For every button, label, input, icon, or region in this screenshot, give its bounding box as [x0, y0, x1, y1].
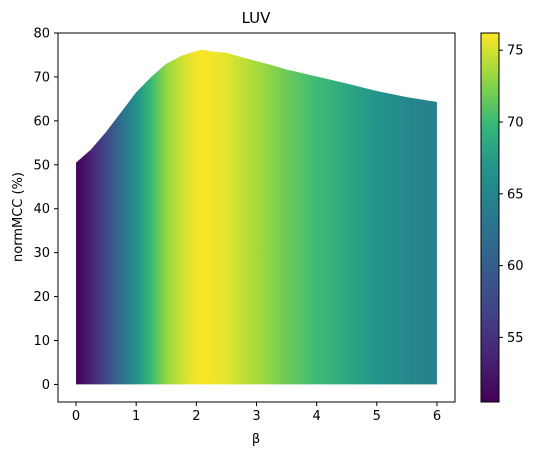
y-axis-label: normMCC (%): [11, 172, 26, 262]
x-axis-label: β: [252, 432, 260, 447]
x-tick-label: 4: [313, 409, 321, 424]
colorbar-tick-label: 60: [507, 259, 524, 274]
colorbar-tick-label: 75: [507, 44, 524, 59]
y-tick-label: 70: [33, 70, 50, 85]
chart-title: LUV: [242, 9, 272, 27]
x-tick-label: 1: [132, 409, 140, 424]
x-tick-label: 3: [252, 409, 260, 424]
colorbar-tick-label: 70: [507, 116, 524, 131]
y-tick-label: 80: [33, 27, 50, 42]
y-tick-label: 30: [33, 246, 50, 261]
y-tick-label: 40: [33, 202, 50, 217]
y-tick-label: 10: [33, 334, 50, 349]
colorbar-tick-label: 65: [507, 187, 524, 202]
x-tick-label: 6: [433, 409, 441, 424]
x-tick-label: 5: [373, 409, 381, 424]
colorbar-tick-label: 55: [507, 331, 524, 346]
y-tick-label: 50: [33, 158, 50, 173]
area-series: [76, 49, 437, 385]
colorbar: [480, 32, 500, 403]
y-tick-label: 60: [33, 114, 50, 129]
x-tick-label: 2: [192, 409, 200, 424]
x-tick-label: 0: [72, 409, 80, 424]
y-tick-label: 20: [33, 290, 50, 305]
y-tick-label: 0: [42, 378, 50, 393]
